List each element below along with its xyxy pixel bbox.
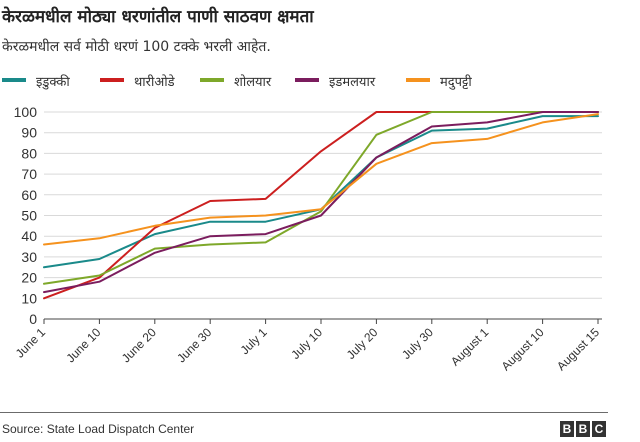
series-line <box>43 111 599 285</box>
legend-swatch <box>295 78 319 82</box>
x-tick-label: July 10 <box>288 325 325 362</box>
logo-letter: B <box>560 421 574 437</box>
legend-label: इडुक्की <box>36 75 70 90</box>
y-tick-label: 50 <box>21 208 37 224</box>
x-tick-label: July 30 <box>399 325 436 362</box>
y-tick-label: 60 <box>21 187 37 203</box>
series-line <box>43 111 599 300</box>
x-tick-label: August 10 <box>499 325 547 373</box>
source-note: Source: State Load Dispatch Center <box>2 422 195 436</box>
y-tick-label: 100 <box>14 104 38 120</box>
legend-swatch <box>406 78 430 82</box>
chart-subtitle: केरळमधील सर्व मोठी धरणं 100 टक्के भरली आ… <box>2 39 271 55</box>
y-tick-label: 30 <box>21 249 37 265</box>
legend-label: थारीओडे <box>134 75 175 90</box>
x-tick-label: June 20 <box>119 325 159 365</box>
logo-letter: C <box>592 421 606 437</box>
chart-title: केरळमधील मोठ्या धरणांतील पाणी साठवण क्षम… <box>2 7 314 27</box>
y-tick-label: 0 <box>29 311 37 327</box>
footer-divider <box>0 412 608 413</box>
y-tick-label: 20 <box>21 270 37 286</box>
line-chart: 0 10 20 30 40 50 60 70 80 90 100 June 1 June 10 June … <box>13 104 603 373</box>
y-tick-label: 40 <box>21 228 37 244</box>
series-line <box>43 111 599 294</box>
legend-swatch <box>200 78 224 82</box>
legend-swatch <box>100 78 124 82</box>
x-tick-label: July 20 <box>344 325 381 362</box>
y-tick-label: 80 <box>21 145 37 161</box>
y-tick-label: 90 <box>21 125 37 141</box>
x-tick-label: August 1 <box>448 325 492 369</box>
legend-label: इडमलयार <box>329 75 376 90</box>
x-tick-label: June 10 <box>63 325 103 365</box>
legend-swatch <box>2 78 26 82</box>
series-line <box>43 113 599 246</box>
y-tick-label: 70 <box>21 166 37 182</box>
chart-legend: इडुक्की थारीओडे शोलयार इडमलयार मदुपट्टी <box>2 72 622 92</box>
x-tick-label: June 30 <box>174 325 214 365</box>
x-tick-label: July 1 <box>238 325 270 357</box>
legend-label: मदुपट्टी <box>440 75 472 90</box>
x-tick-label: August 15 <box>554 325 602 373</box>
y-tick-label: 10 <box>21 290 37 306</box>
series-line <box>43 115 599 269</box>
x-tick-label: June 1 <box>13 325 49 361</box>
legend-label: शोलयार <box>234 75 272 90</box>
logo-letter: B <box>576 421 590 437</box>
